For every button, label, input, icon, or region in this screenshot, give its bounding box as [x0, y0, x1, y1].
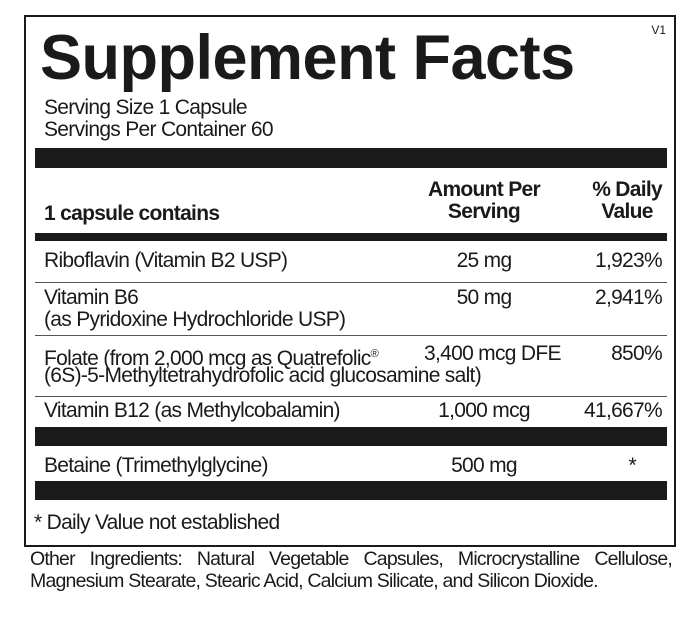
- divider-bar: [35, 427, 667, 446]
- row-amount: 500 mg: [451, 454, 518, 477]
- header-amount-line2: Serving: [447, 200, 521, 223]
- row-name: Folate (from 2,000 mcg as Quatrefolic®: [44, 343, 379, 370]
- row-name-detail: (as Pyridoxine Hydrochloride USP): [44, 308, 346, 331]
- row-name-detail: (6S)-5-Methyltetrahydrofolic acid glucos…: [44, 364, 482, 387]
- divider-bar: [35, 481, 667, 500]
- row-name: Betaine (Trimethylglycine): [44, 454, 268, 477]
- serving-size: Serving Size 1 Capsule: [44, 96, 248, 119]
- row-divider: [35, 282, 667, 283]
- row-divider: [35, 396, 667, 397]
- row-name: Vitamin B12 (as Methylcobalamin): [44, 399, 341, 422]
- row-dv: 850%: [611, 342, 663, 365]
- row-amount: 3,400 mcg DFE: [424, 342, 561, 365]
- servings-per-container: Servings Per Container 60: [44, 118, 274, 141]
- supplement-facts-panel: Supplement Facts V1 Serving Size 1 Capsu…: [24, 15, 676, 547]
- row-dv: 1,923%: [594, 249, 663, 272]
- row-amount: 25 mg: [456, 249, 513, 272]
- footnote: * Daily Value not established: [34, 511, 280, 534]
- header-dv: % Daily Value: [592, 178, 663, 223]
- row-dv: 41,667%: [583, 399, 663, 422]
- row-name: Riboflavin (Vitamin B2 USP): [44, 249, 288, 272]
- divider-bar: [35, 233, 667, 241]
- divider-bar: [35, 148, 667, 168]
- row-name: Vitamin B6: [44, 286, 139, 309]
- version-label: V1: [651, 23, 666, 37]
- row-divider: [35, 335, 667, 336]
- header-amount: Amount Per Serving: [384, 179, 584, 223]
- row-amount: 50 mg: [456, 286, 513, 309]
- header-dv-line1: % Daily: [592, 178, 663, 201]
- row-amount: 1,000 mcg: [438, 399, 530, 422]
- header-amount-line1: Amount Per: [427, 178, 541, 201]
- header-dv-line2: Value: [601, 200, 653, 223]
- row-dv: 2,941%: [594, 286, 663, 309]
- row-name-text: Folate (from 2,000 mcg as Quatrefolic: [44, 347, 371, 370]
- other-ingredients: Other Ingredients: Natural Vegetable Cap…: [30, 548, 673, 592]
- row-dv: *: [628, 454, 637, 477]
- panel-title: Supplement Facts: [40, 23, 575, 93]
- registered-mark: ®: [370, 348, 379, 360]
- header-contains: 1 capsule contains: [44, 202, 220, 225]
